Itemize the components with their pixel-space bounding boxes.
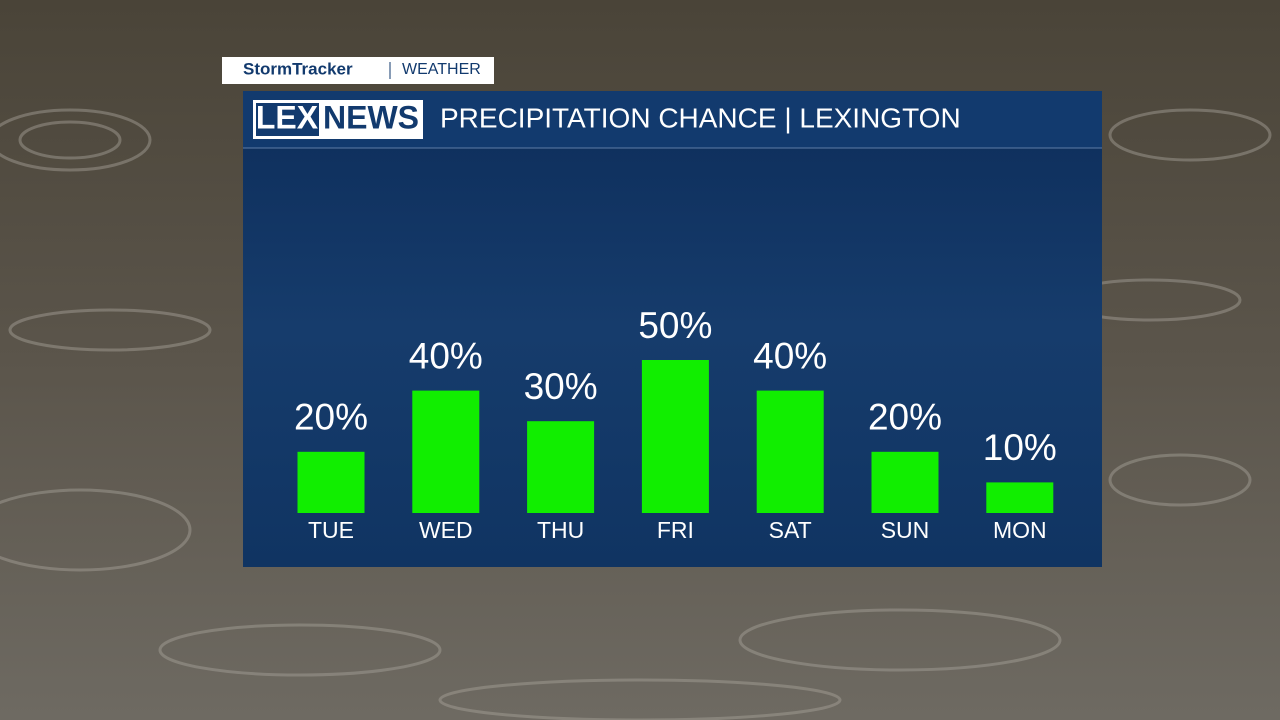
x-tick-label: THU xyxy=(537,517,584,543)
logo-left-box xyxy=(256,103,319,136)
value-label: 10% xyxy=(983,427,1057,468)
logo-left: LEX xyxy=(256,99,319,135)
bar xyxy=(527,421,595,513)
value-label: 20% xyxy=(868,397,942,438)
network-tab xyxy=(222,57,494,84)
network-section: WEATHER xyxy=(402,61,481,78)
bar xyxy=(986,482,1054,513)
x-tick-label: SUN xyxy=(881,517,930,543)
x-tick-label: SAT xyxy=(769,517,812,543)
value-label: 30% xyxy=(524,366,598,407)
value-label: 20% xyxy=(294,397,368,438)
bar xyxy=(756,390,824,513)
bar xyxy=(412,390,480,513)
x-tick-label: TUE xyxy=(308,517,354,543)
network-name: StormTracker xyxy=(243,59,353,78)
x-tick-label: WED xyxy=(419,517,473,543)
x-tick-label: FRI xyxy=(657,517,694,543)
bar xyxy=(871,451,939,513)
logo-right: NEWS xyxy=(323,99,419,135)
bar xyxy=(297,451,365,513)
bar xyxy=(641,360,709,513)
chart-title: PRECIPITATION CHANCE | LEXINGTON xyxy=(440,102,961,133)
value-label: 40% xyxy=(409,335,483,376)
value-label: 40% xyxy=(753,335,827,376)
x-tick-label: MON xyxy=(993,517,1047,543)
value-label: 50% xyxy=(638,305,712,346)
